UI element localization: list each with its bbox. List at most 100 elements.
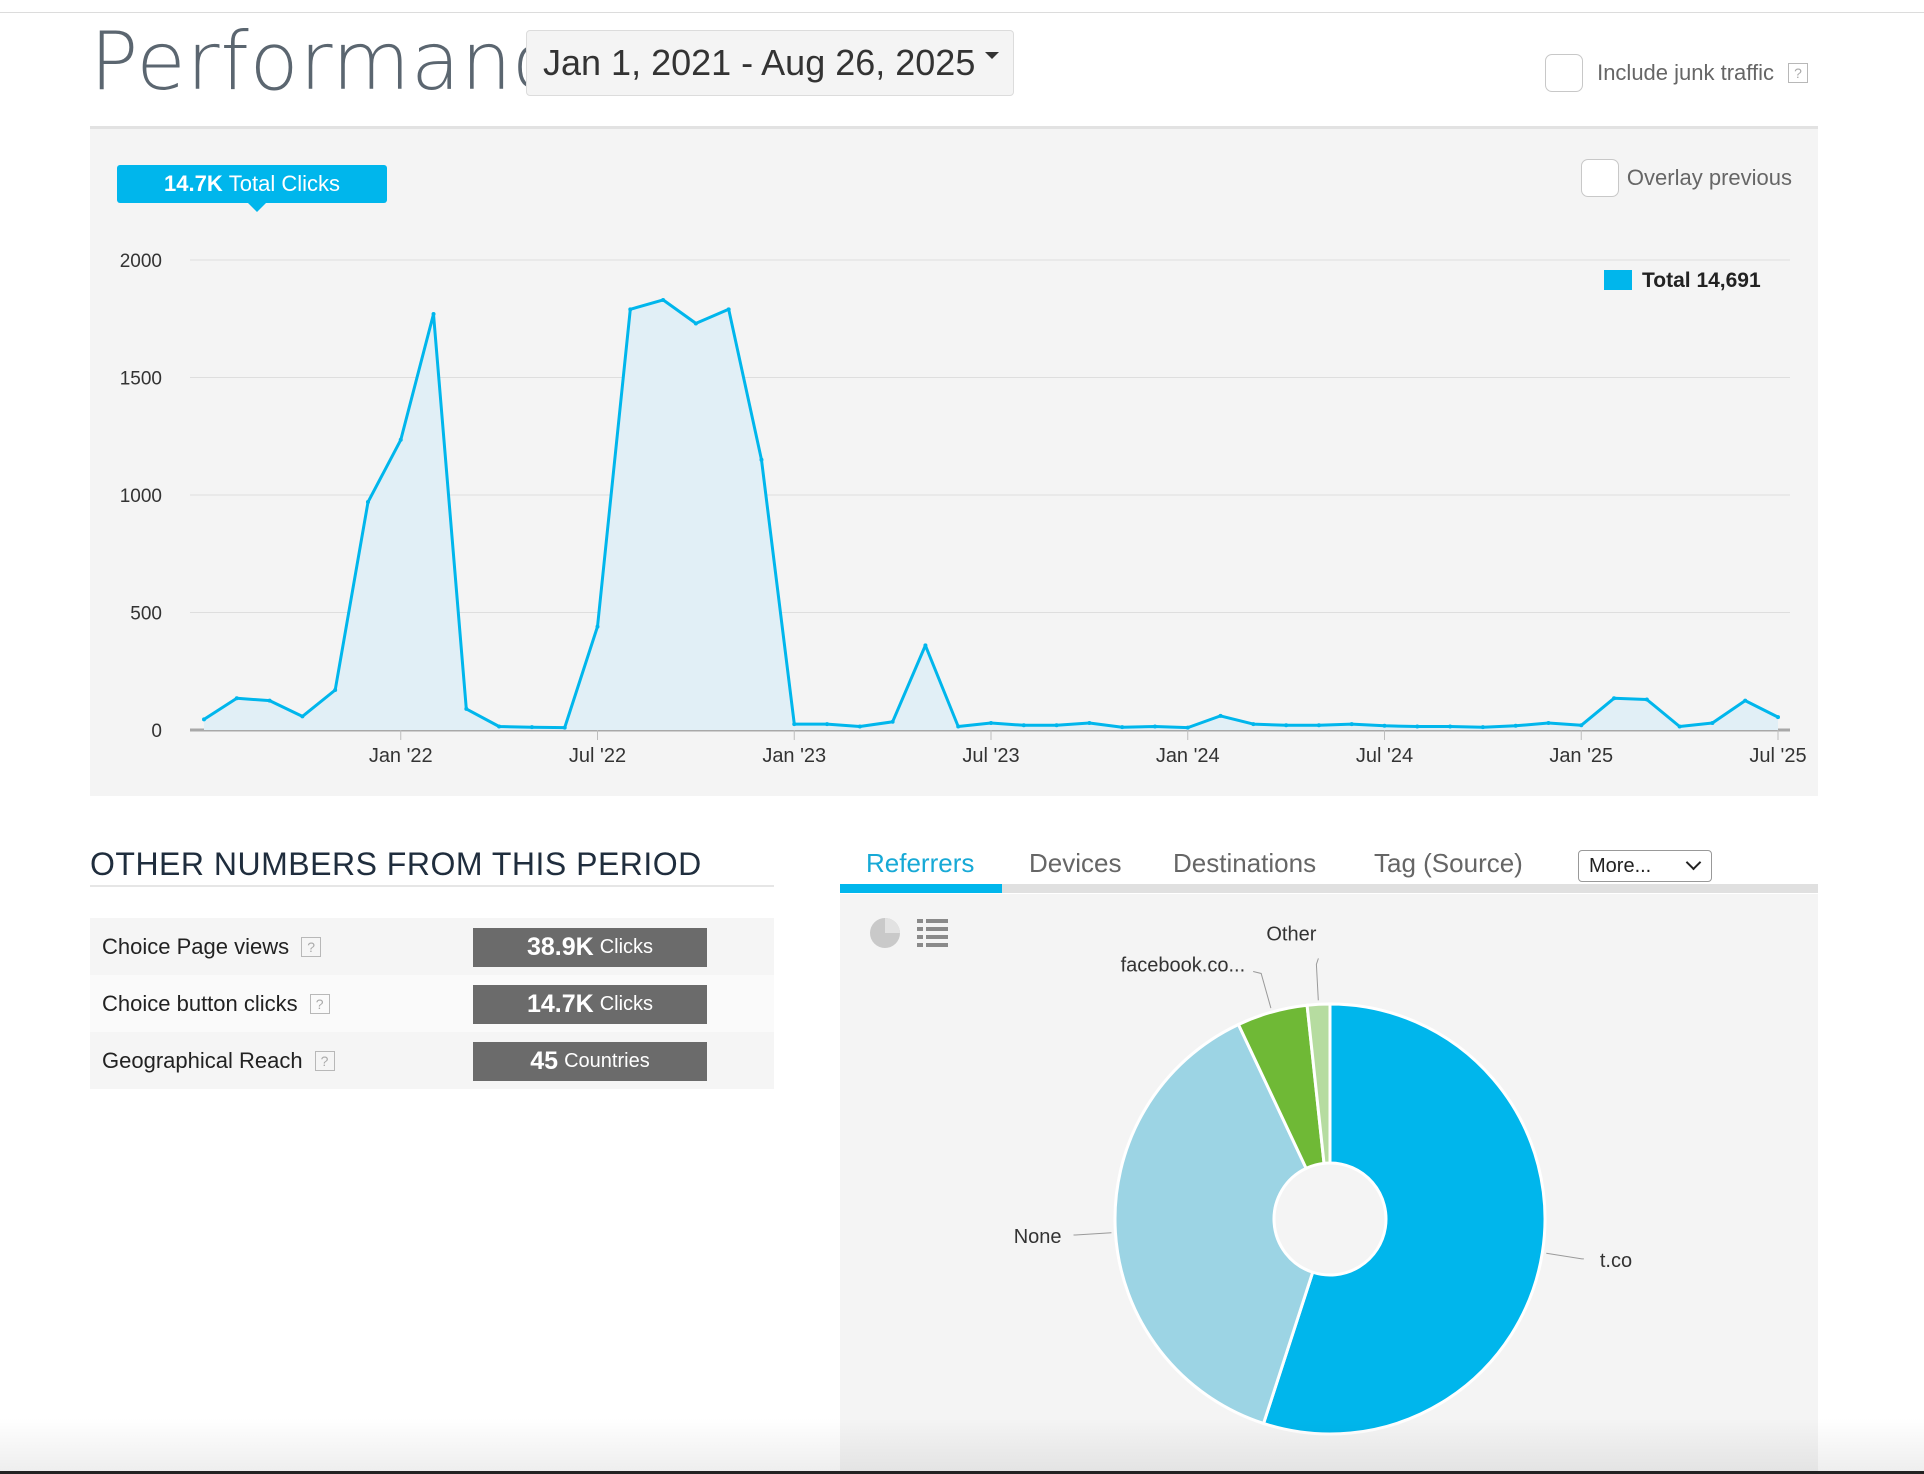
more-dropdown-label: More... bbox=[1589, 854, 1652, 877]
more-dropdown[interactable]: More... bbox=[1578, 850, 1712, 882]
data-point bbox=[202, 717, 206, 722]
stat-value-box: 14.7K Clicks bbox=[473, 985, 707, 1024]
chevron-down-icon bbox=[1685, 854, 1702, 871]
bottom-edge bbox=[0, 1471, 1924, 1474]
data-point bbox=[1480, 725, 1485, 730]
data-point bbox=[726, 307, 731, 312]
stat-row-button-clicks: Choice button clicks? 14.7K Clicks bbox=[90, 975, 774, 1032]
data-point bbox=[562, 725, 567, 730]
data-point bbox=[398, 437, 403, 442]
page-title: Performance bbox=[90, 15, 608, 108]
overlay-previous-label: Overlay previous bbox=[1626, 165, 1792, 190]
data-point bbox=[890, 719, 895, 724]
data-point bbox=[1513, 723, 1518, 728]
clicks-area-chart: 0 500 1000 1500 2000 Jan '22 Jul '22 Jan '23 Jul… bbox=[120, 251, 1807, 767]
data-point bbox=[1218, 713, 1223, 718]
data-point bbox=[1316, 723, 1321, 728]
data-point bbox=[1382, 723, 1387, 728]
y-tick-label: 500 bbox=[130, 604, 162, 625]
pie-label-connector bbox=[1073, 1232, 1112, 1236]
data-point bbox=[529, 725, 534, 730]
data-point bbox=[1546, 720, 1551, 725]
total-clicks-value: 14.7K bbox=[164, 171, 223, 196]
legend-label: Total 14,691 bbox=[1642, 269, 1761, 292]
junk-traffic-checkbox[interactable] bbox=[1545, 54, 1584, 92]
data-point bbox=[1710, 720, 1715, 725]
data-point bbox=[497, 724, 502, 729]
total-clicks-label: Total Clicks bbox=[228, 171, 340, 196]
referrers-donut-chart: t.co None facebook.co... Other bbox=[1014, 923, 1632, 1436]
data-point bbox=[1743, 698, 1748, 703]
data-point bbox=[1677, 724, 1682, 729]
pie-label-connector bbox=[1546, 1252, 1584, 1260]
pie-chart-icon[interactable] bbox=[868, 916, 902, 950]
tab-track bbox=[840, 884, 1818, 893]
data-point bbox=[1644, 697, 1649, 702]
data-point bbox=[825, 722, 830, 727]
data-point bbox=[1415, 724, 1420, 729]
stat-label: Geographical Reach bbox=[102, 1047, 303, 1073]
x-tick-label: Jul '22 bbox=[569, 745, 626, 767]
help-icon[interactable]: ? bbox=[309, 993, 330, 1014]
x-tick-label: Jul '23 bbox=[962, 745, 1019, 767]
pie-slice-label: Other bbox=[1266, 923, 1316, 945]
stat-unit: Countries bbox=[564, 1050, 650, 1072]
bottom-shade bbox=[0, 1418, 1924, 1474]
tab-devices[interactable]: Devices bbox=[1029, 848, 1122, 878]
overlay-previous-toggle[interactable]: Overlay previous bbox=[1580, 159, 1792, 197]
data-point bbox=[1612, 696, 1617, 701]
data-point bbox=[1349, 722, 1354, 727]
y-tick-label: 2000 bbox=[120, 251, 162, 272]
overlay-previous-checkbox[interactable] bbox=[1580, 159, 1619, 197]
pie-slice bbox=[1113, 1022, 1315, 1426]
data-point bbox=[857, 724, 862, 729]
pie-label-connector bbox=[1253, 970, 1272, 1009]
stat-label: Choice Page views bbox=[102, 933, 290, 959]
y-tick-label: 1000 bbox=[120, 486, 162, 507]
data-point bbox=[234, 696, 239, 701]
junk-traffic-toggle[interactable]: Include junk traffic ? bbox=[1545, 54, 1808, 92]
tab-tag-source[interactable]: Tag (Source) bbox=[1374, 848, 1523, 878]
help-icon[interactable]: ? bbox=[314, 1050, 335, 1071]
badge-pointer bbox=[247, 202, 267, 212]
x-tick-label: Jan '25 bbox=[1549, 745, 1613, 767]
data-point bbox=[365, 500, 370, 505]
top-divider bbox=[0, 12, 1924, 13]
data-point bbox=[1776, 715, 1780, 720]
date-range-text: Jan 1, 2021 - Aug 26, 2025 bbox=[543, 42, 976, 83]
x-tick-label: Jan '23 bbox=[762, 745, 826, 767]
referrers-panel: t.co None facebook.co... Other bbox=[840, 894, 1818, 1474]
pie-slice bbox=[1305, 1002, 1332, 1165]
data-point bbox=[1021, 723, 1026, 728]
data-point bbox=[333, 688, 338, 693]
y-tick-label: 1500 bbox=[120, 369, 162, 390]
data-point bbox=[1054, 723, 1059, 728]
tab-active-indicator bbox=[840, 884, 1002, 893]
junk-traffic-label: Include junk traffic bbox=[1597, 60, 1774, 85]
y-tick-label: 0 bbox=[151, 721, 162, 742]
data-point bbox=[1579, 723, 1584, 728]
stat-label: Choice button clicks bbox=[102, 990, 298, 1016]
pie-slice-label: t.co bbox=[1600, 1250, 1632, 1272]
data-point bbox=[1284, 723, 1289, 728]
breakdown-tabs: Referrers Devices Destinations Tag (Sour… bbox=[840, 848, 1818, 894]
pie-slice-label: facebook.co... bbox=[1121, 954, 1246, 976]
date-range-picker[interactable]: Jan 1, 2021 - Aug 26, 2025 bbox=[526, 30, 1014, 96]
list-icon[interactable] bbox=[916, 916, 950, 950]
stat-value: 45 bbox=[530, 1047, 559, 1075]
other-numbers-list: Choice Page views? 38.9K Clicks Choice bu… bbox=[90, 918, 774, 1089]
help-icon[interactable]: ? bbox=[1788, 63, 1808, 83]
legend-swatch bbox=[1604, 270, 1632, 290]
data-point bbox=[661, 297, 666, 302]
data-point bbox=[759, 457, 764, 462]
stat-row-page-views: Choice Page views? 38.9K Clicks bbox=[90, 918, 774, 975]
help-icon[interactable]: ? bbox=[301, 936, 322, 957]
data-point bbox=[1152, 724, 1157, 729]
data-point bbox=[1185, 725, 1190, 730]
tab-destinations[interactable]: Destinations bbox=[1173, 848, 1317, 878]
total-clicks-badge: 14.7K Total Clicks bbox=[117, 165, 387, 212]
data-point bbox=[792, 722, 797, 727]
pie-slice-label: None bbox=[1014, 1226, 1062, 1248]
tab-referrers[interactable]: Referrers bbox=[866, 848, 975, 878]
series-area-fill bbox=[204, 299, 1778, 730]
